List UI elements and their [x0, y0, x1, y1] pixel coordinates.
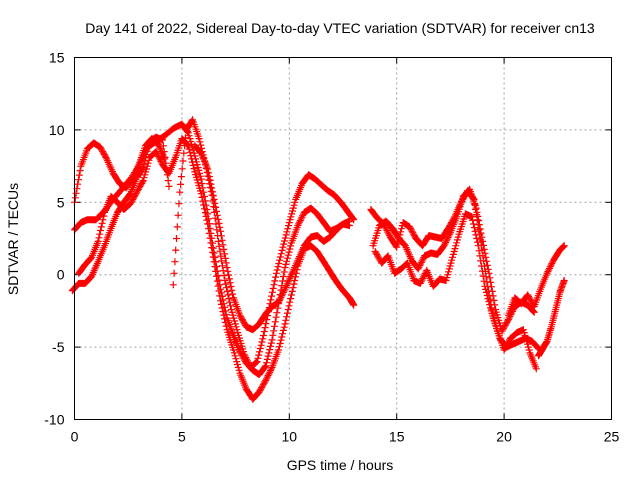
series-track-11: [535, 277, 568, 360]
series-track-6: [191, 142, 353, 334]
data-series: [68, 116, 568, 403]
x-tick-label: 25: [604, 429, 620, 445]
y-tick-label: -10: [44, 412, 64, 428]
x-tick-label: 10: [282, 429, 298, 445]
series-track-8: [369, 185, 538, 335]
y-axis-label: SDTVAR / TECUs: [5, 183, 21, 295]
series-track-10: [504, 242, 568, 319]
x-axis-label: GPS time / hours: [287, 457, 394, 473]
y-tick-label: 0: [57, 267, 65, 283]
x-tick-label: 5: [178, 429, 186, 445]
series-track-4: [68, 133, 173, 295]
y-tick-label: -5: [52, 339, 65, 355]
series-track-9: [371, 210, 540, 373]
x-tick-label: 20: [496, 429, 512, 445]
x-tick-label: 15: [389, 429, 405, 445]
series-track-3: [75, 135, 358, 403]
series-track-5: [169, 116, 358, 371]
grid-lines: [74, 57, 612, 420]
y-tick-label: 5: [57, 194, 65, 210]
x-tick-label: 0: [71, 429, 79, 445]
axis-ticks: 0 5 10 15 20 25 -10 -5 0 5 10 15: [44, 50, 619, 445]
y-tick-label: 10: [49, 122, 65, 138]
chart-title: Day 141 of 2022, Sidereal Day-to-day VTE…: [85, 20, 595, 36]
y-tick-label: 15: [49, 50, 65, 66]
plot-frame: [74, 57, 612, 420]
